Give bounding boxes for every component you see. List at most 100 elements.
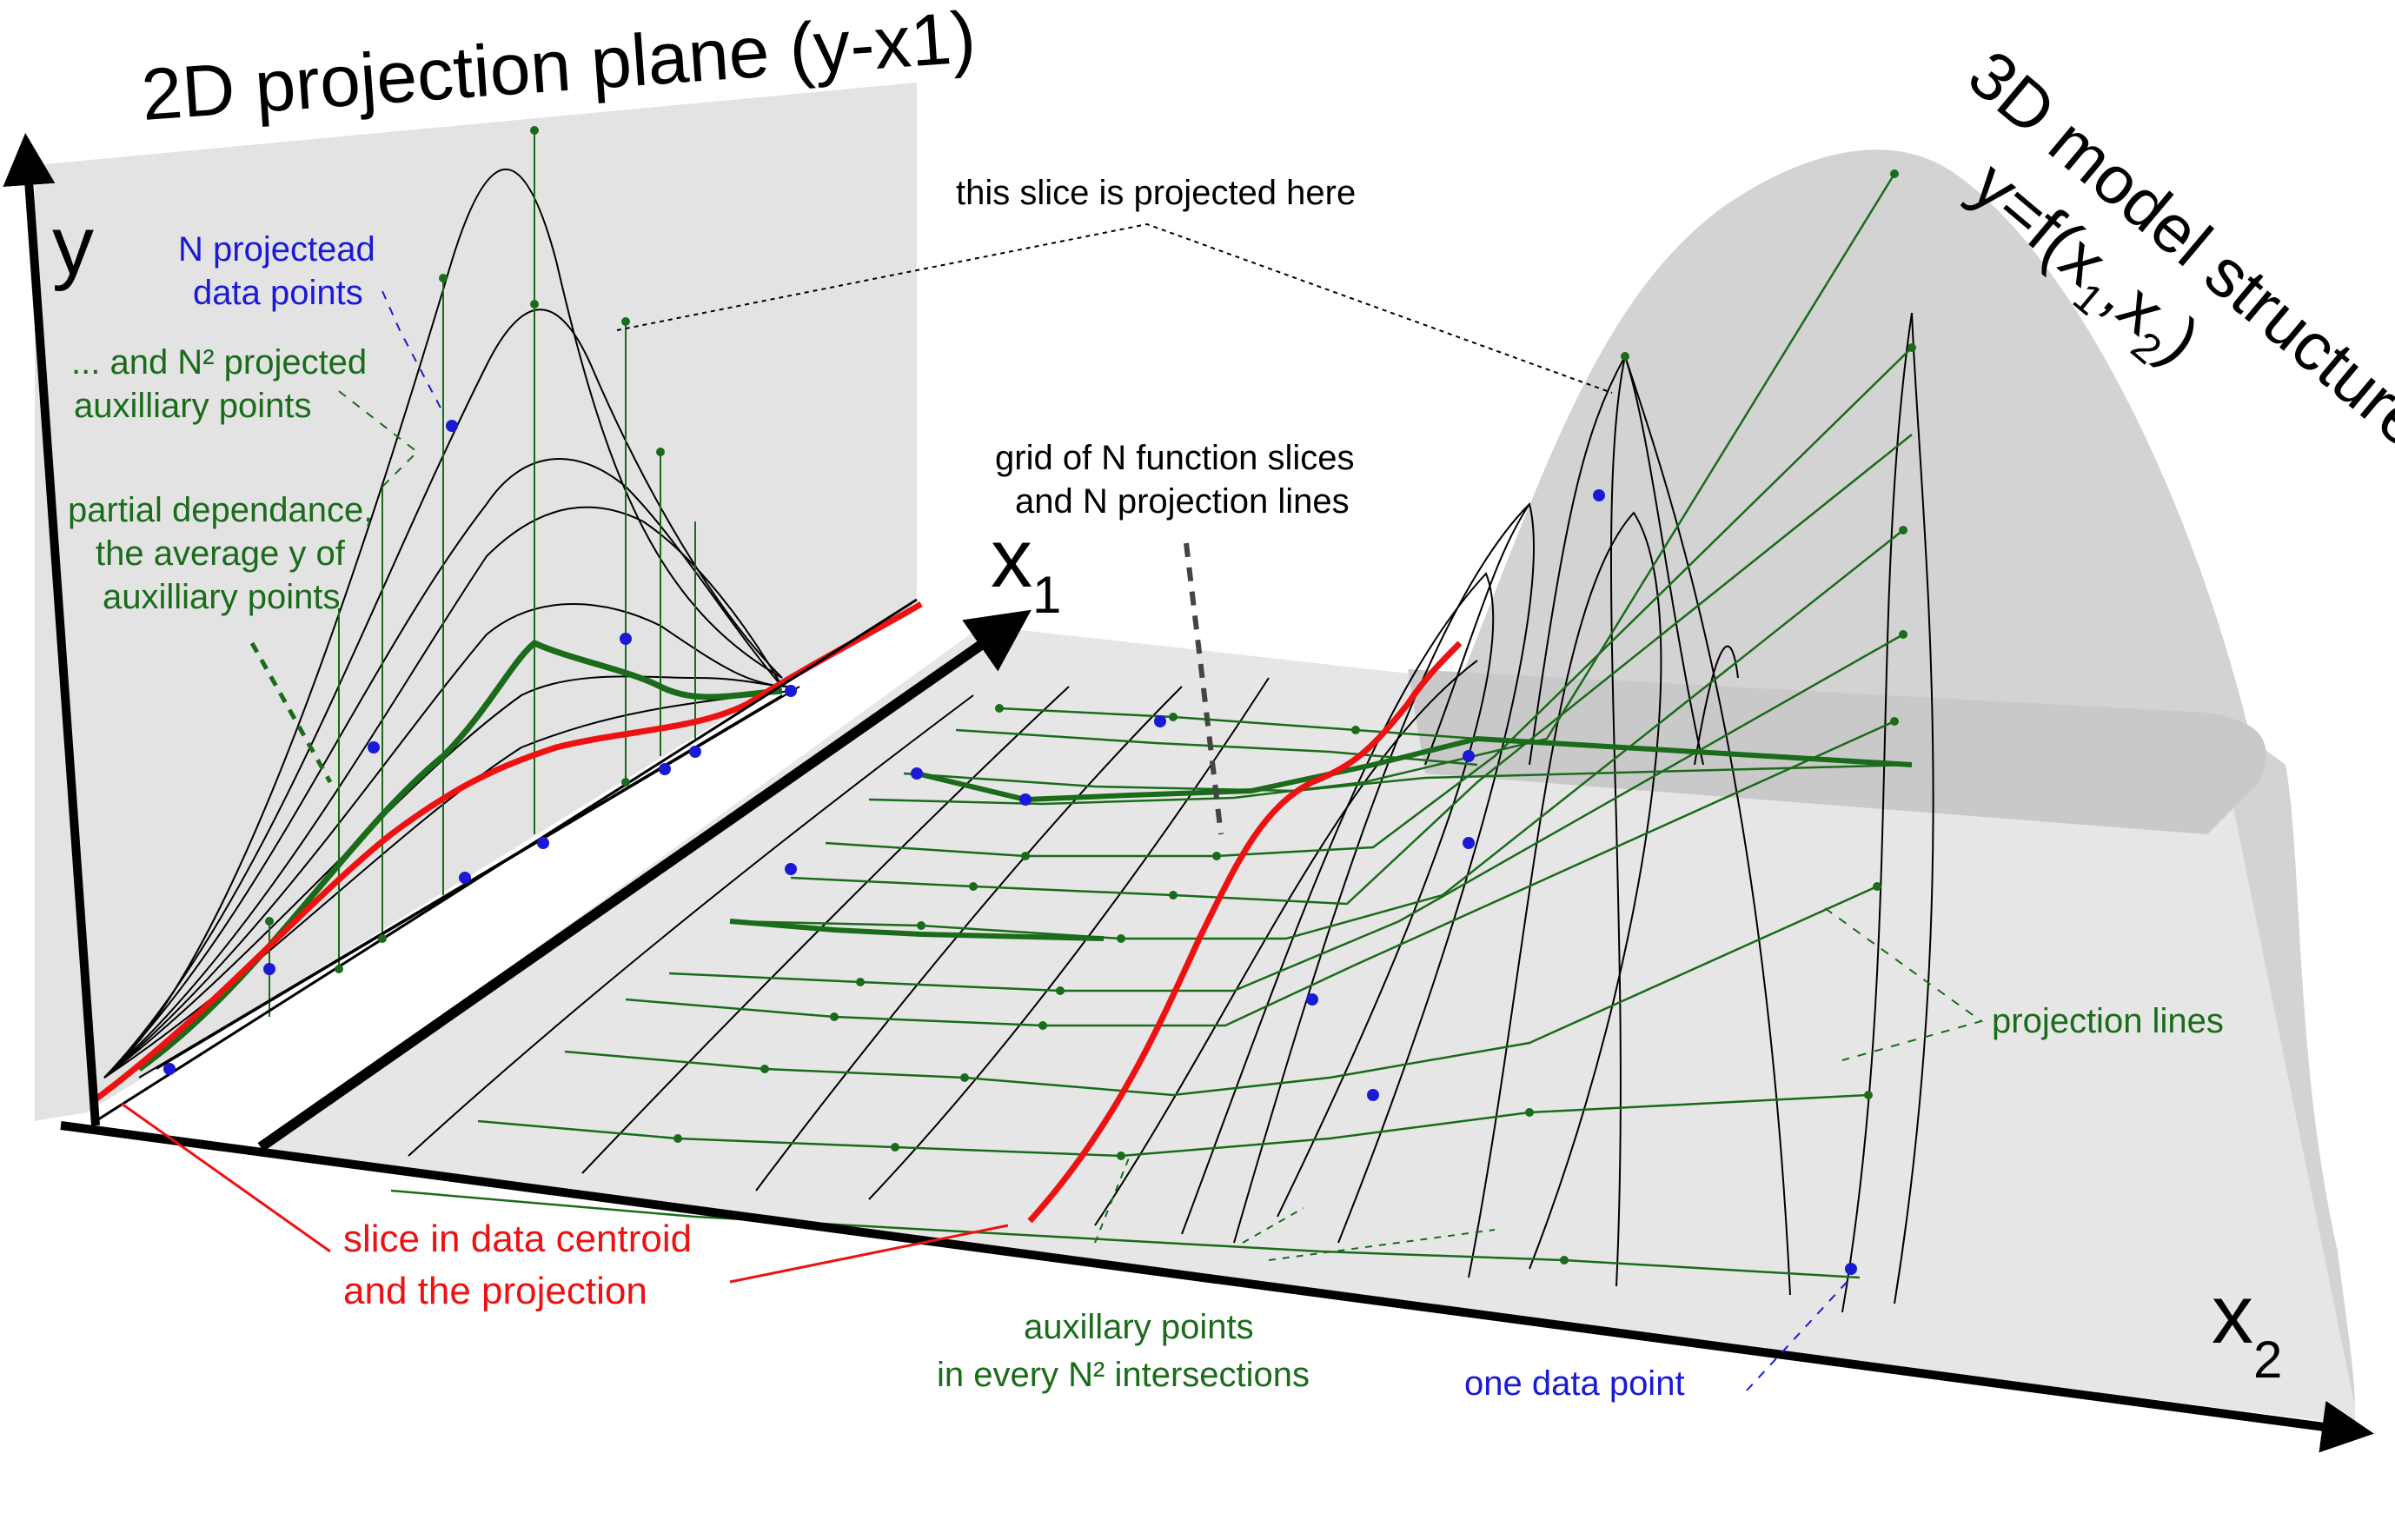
thick-green-slice-3d-lower (729, 919, 1105, 941)
aux-point (1021, 852, 1030, 860)
centroid-slice-3d (1027, 641, 1463, 1224)
aux-point (1873, 882, 1881, 891)
projection-plane (35, 83, 917, 1121)
data-point (620, 633, 632, 645)
data-point (263, 963, 275, 975)
leader-n-projected (381, 290, 444, 414)
axis-x2-sub: 2 (2253, 1331, 2282, 1389)
aux-point (1890, 169, 1899, 178)
slice-line (1694, 645, 1739, 766)
surface-floor (261, 626, 2355, 1425)
partial-dependence-curve (136, 639, 783, 1072)
projected-curve (103, 168, 783, 1079)
aux-point (1899, 630, 1907, 639)
annotation-leaders (121, 222, 1984, 1391)
label-grid-line2: and N projection lines (1015, 482, 1350, 521)
aux-point (995, 704, 1004, 713)
label-n-projected-2: data points (193, 274, 363, 312)
axes (3, 133, 2374, 1453)
leader-one-data (1746, 1277, 1852, 1391)
aux-point (1907, 343, 1916, 352)
label-centroid-2: and the projection (343, 1270, 647, 1312)
axis-x1-main: x (991, 512, 1032, 605)
projection-line (390, 1189, 1861, 1279)
label-slice-projected: this slice is projected here (956, 174, 1356, 212)
data-point (1463, 837, 1475, 849)
leader-centroid-right (729, 1224, 1009, 1284)
leader-slice-projected (616, 222, 1613, 394)
label-aux-2: auxilliary points (74, 387, 311, 425)
label-pd-2: the average y of (96, 534, 346, 573)
slice-line (755, 686, 1183, 1192)
aux-point (1038, 1021, 1047, 1030)
projected-curve (103, 675, 792, 1079)
data-point (689, 746, 701, 758)
aux-point (1899, 526, 1907, 534)
projected-curve (103, 309, 783, 1079)
label-grid-line1: grid of N function slices (995, 439, 1355, 477)
leader-projection-lines (1824, 907, 1984, 1061)
aux-point (621, 778, 630, 787)
projected-curve (103, 603, 792, 1079)
data-point (1845, 1263, 1857, 1275)
aux-point (969, 882, 978, 891)
leader-grid (1184, 542, 1224, 835)
centroid-slice-2d (93, 601, 923, 1102)
aux-point (856, 978, 865, 986)
aux-point (1117, 934, 1125, 943)
data-point (659, 763, 671, 775)
label-auxpts-2: in every N² intersections (937, 1356, 1310, 1394)
projection-line (729, 529, 1904, 940)
aux-point (1056, 986, 1065, 995)
label-aux-1: ... and N² projected (71, 343, 367, 382)
aux-point (1212, 852, 1221, 860)
aux-point (530, 300, 539, 309)
slice-line (581, 686, 1070, 1174)
x1-axis-left (95, 598, 918, 1123)
data-point (446, 420, 458, 432)
aux-point (439, 274, 448, 282)
function-slices (408, 312, 1934, 1313)
slice-line (1424, 503, 1530, 766)
aux-point (917, 921, 925, 930)
axis-label-x1: x1 (991, 512, 1061, 624)
label-n-projected-1: N projectead (178, 230, 375, 269)
aux-point (621, 317, 630, 326)
aux-point (760, 1065, 769, 1073)
aux-point (1890, 717, 1899, 726)
data-point (1593, 489, 1605, 501)
projection-line (998, 707, 1478, 740)
slice-line (1094, 660, 1478, 1226)
axis-label-x2: x2 (2212, 1268, 2282, 1389)
projected-curve (103, 458, 783, 1079)
label-pd-3: auxilliary points (103, 578, 340, 616)
projected-curve (103, 506, 783, 1079)
aux-point (1169, 713, 1178, 721)
leader-centroid-left (121, 1102, 331, 1253)
base-axis (60, 1121, 2374, 1453)
projection-lines (390, 173, 1913, 1279)
data-point (368, 741, 380, 753)
aux-point (830, 1012, 839, 1021)
leader-pd (249, 641, 333, 784)
aux-point (1169, 891, 1178, 899)
data-point (1367, 1089, 1379, 1101)
data-point (1306, 993, 1318, 1006)
data-point (1019, 793, 1032, 806)
aux-point (1525, 1108, 1534, 1117)
label-one-data-point: one data point (1464, 1364, 1685, 1403)
label-projection-lines: projection lines (1992, 1002, 2224, 1040)
slice-line (1468, 511, 1662, 1278)
aux-point (265, 917, 274, 926)
aux-points (265, 126, 1916, 1265)
aux-point (656, 448, 665, 456)
data-points (163, 420, 1857, 1275)
aux-point (1560, 1256, 1569, 1265)
projection-line (668, 633, 1904, 992)
aux-point (378, 934, 387, 943)
x1-axis (257, 609, 1032, 1152)
data-point (785, 863, 797, 875)
projection-line (790, 434, 1913, 906)
surface-ridge (1408, 669, 2266, 834)
axis-x1-sub: 1 (1032, 566, 1061, 624)
